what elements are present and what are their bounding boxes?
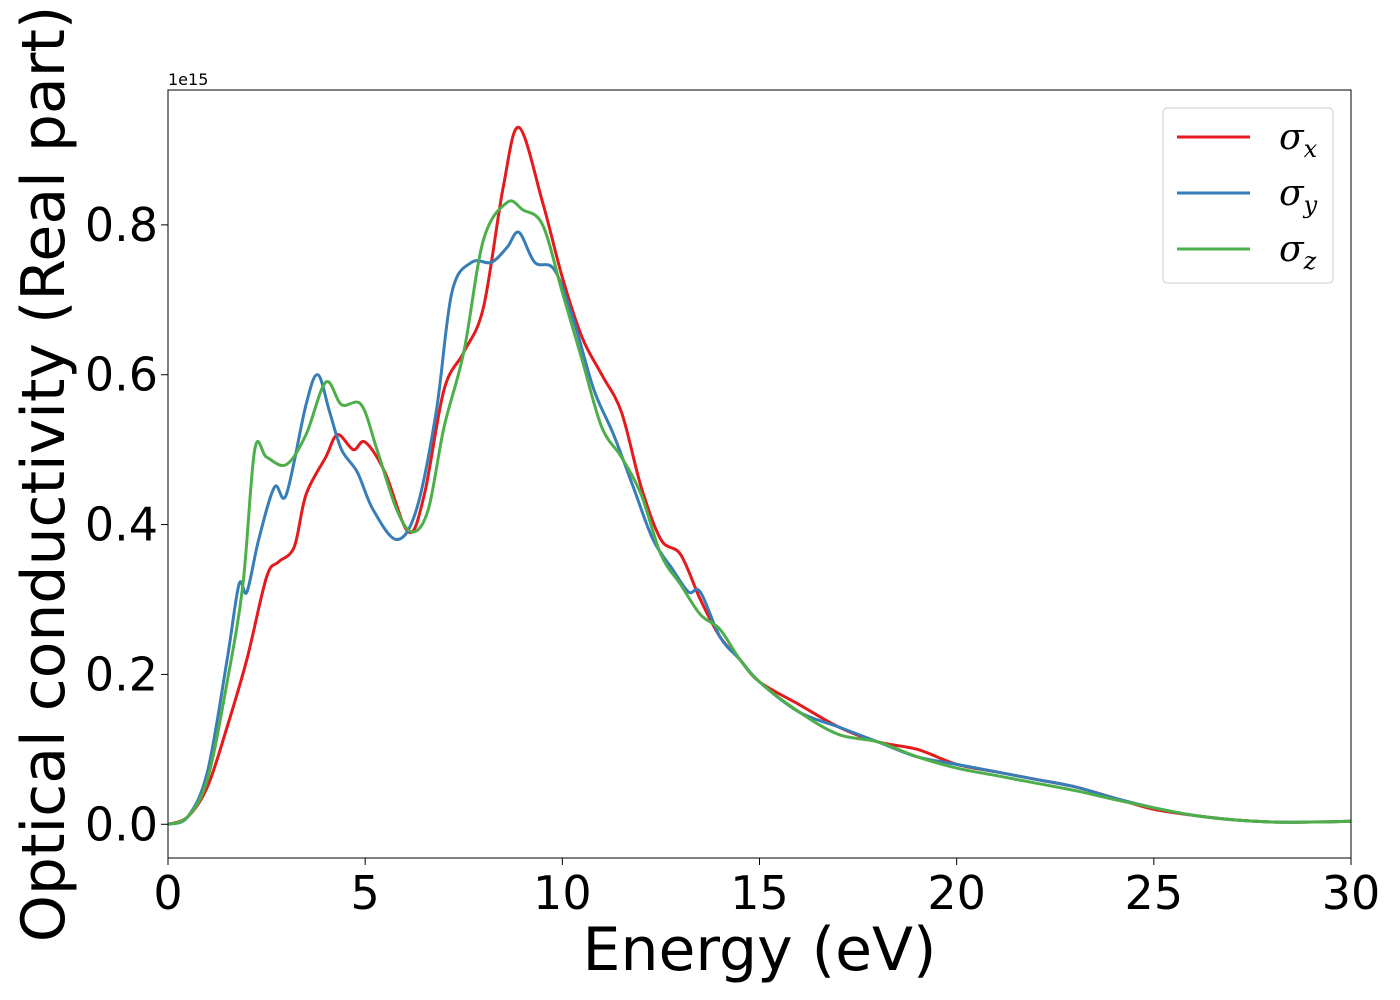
y-tick-label: 0.4 [85, 498, 158, 552]
y-tick-label: 0.6 [85, 348, 158, 402]
y-tick-label: 0.8 [85, 198, 158, 252]
x-axis: 0 5 10 15 20 25 30 [153, 858, 1380, 920]
series-line-z [167, 199, 1352, 826]
y-tick-label: 0.0 [85, 797, 158, 851]
x-tick-label: 25 [1125, 866, 1184, 920]
x-tick-label: 0 [153, 866, 182, 920]
y-offset-label: 1e15 [168, 70, 208, 89]
y-axis-label: Optical conductivity (Real part) [9, 6, 79, 943]
series-layer [167, 125, 1352, 826]
y-tick-label: 0.2 [85, 647, 158, 701]
series-line-y [167, 230, 1352, 826]
legend-frame [1162, 107, 1334, 284]
x-axis-label: Energy (eV) [583, 915, 937, 985]
x-tick-label: 5 [351, 866, 380, 920]
y-axis: 0.0 0.2 0.4 0.6 0.8 [85, 198, 168, 851]
x-tick-label: 15 [730, 866, 789, 920]
x-tick-label: 20 [927, 866, 986, 920]
x-tick-label: 30 [1322, 866, 1381, 920]
plot-area [168, 90, 1351, 858]
x-tick-label: 10 [533, 866, 592, 920]
